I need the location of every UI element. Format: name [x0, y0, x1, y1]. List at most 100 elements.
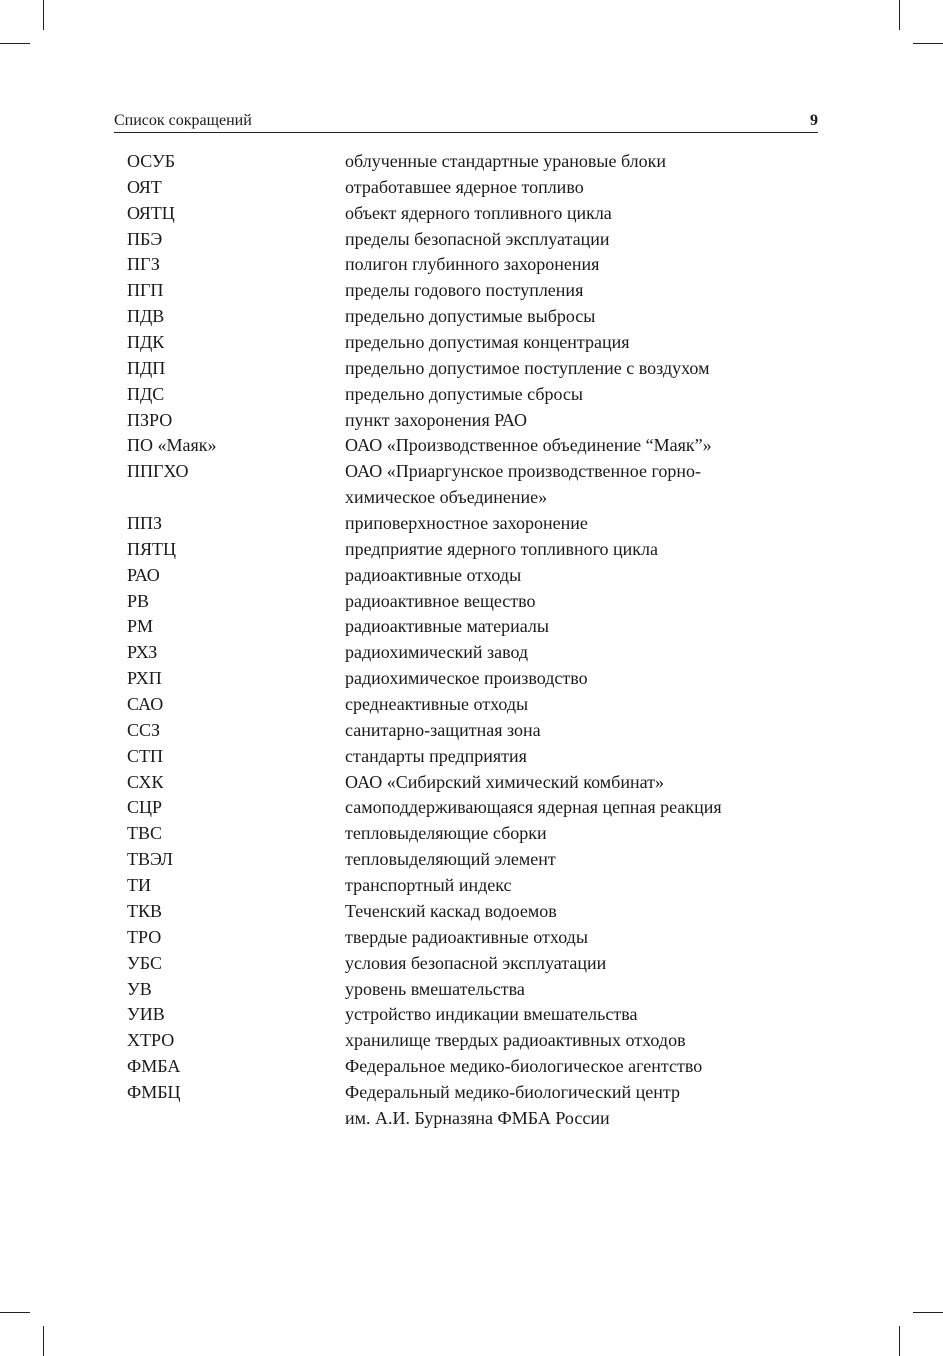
definition: радиоактивные материалы: [345, 616, 549, 637]
running-header-title: Список сокращений: [114, 112, 252, 129]
definition: радиоактивное вещество: [345, 590, 536, 611]
abbreviation-list: ОСУБ облученные стандартные урановые блок…: [127, 149, 827, 1132]
crop-mark: [899, 0, 900, 30]
abbreviation-entry: ХТРО хранилище твердых радиоактивных отхо…: [127, 1028, 827, 1054]
definition: пункт захоронения РАО: [345, 409, 528, 430]
abbreviation-entry: ПГП пределы годового поступления: [127, 278, 827, 304]
definition: ОАО «Сибирский химический комбинат»: [345, 771, 664, 792]
abbreviation: ТИ: [127, 875, 151, 896]
definition: ОАО «Производственное объединение “Маяк”…: [345, 435, 712, 456]
crop-mark: [43, 1326, 44, 1356]
definition: полигон глубинного захоронения: [345, 254, 600, 275]
crop-mark: [899, 1326, 900, 1356]
abbreviation: ПДС: [127, 383, 165, 404]
abbreviation: ППЗ: [127, 513, 163, 534]
abbreviation: УИВ: [127, 1004, 165, 1025]
definition: Федеральное медико-биологическое агентст…: [345, 1056, 703, 1077]
abbreviation-entry: СЦР самоподдерживающаяся ядерная цепная р…: [127, 795, 827, 821]
abbreviation: ТРО: [127, 926, 162, 947]
abbreviation-entry: ПДК предельно допустимая концентрация: [127, 330, 827, 356]
definition: приповерхностное захоронение: [345, 513, 588, 534]
definition: объект ядерного топливного цикла: [345, 202, 612, 223]
abbreviation-entry: ТВС тепловыделяющие сборки: [127, 821, 827, 847]
definition: транспортный индекс: [345, 875, 512, 896]
running-header: Список сокращений 9: [114, 112, 818, 133]
definition: предельно допустимая концентрация: [345, 332, 630, 353]
definition: пределы безопасной эксплуатации: [345, 228, 610, 249]
definition: Федеральный медико-биологический центр и…: [345, 1081, 680, 1128]
abbreviation: ТКВ: [127, 900, 163, 921]
definition: предельно допустимые выбросы: [345, 306, 596, 327]
crop-mark: [913, 1312, 943, 1313]
abbreviation: ПО «Маяк»: [127, 435, 217, 456]
definition: тепловыделяющие сборки: [345, 823, 547, 844]
abbreviation: ССЗ: [127, 719, 161, 740]
crop-mark: [43, 0, 44, 30]
definition: радиохимический завод: [345, 642, 529, 663]
abbreviation-entry: ТВЭЛ тепловыделяющий элемент: [127, 847, 827, 873]
abbreviation: ПДП: [127, 357, 166, 378]
abbreviation-entry: УВ уровень вмешательства: [127, 977, 827, 1003]
definition: санитарно-защитная зона: [345, 719, 541, 740]
abbreviation-entry: РХЗ радиохимический завод: [127, 640, 827, 666]
abbreviation: РМ: [127, 616, 154, 637]
definition: предельно допустимое поступление с возду…: [345, 357, 710, 378]
abbreviation-entry: ПО «Маяк» ОАО «Производственное объединен…: [127, 433, 827, 459]
abbreviation-entry: ПЯТЦ предприятие ядерного топливного цикл…: [127, 537, 827, 563]
abbreviation-entry: СТП стандарты предприятия: [127, 744, 827, 770]
definition: облученные стандартные урановые блоки: [345, 151, 667, 171]
crop-mark: [0, 1312, 30, 1313]
definition: Теченский каскад водоемов: [345, 900, 557, 921]
definition: предприятие ядерного топливного цикла: [345, 538, 658, 559]
abbreviation-entry: ПГЗ полигон глубинного захоронения: [127, 252, 827, 278]
abbreviation: УВ: [127, 978, 152, 999]
abbreviation: РХЗ: [127, 642, 158, 663]
abbreviation-entry: ПДВ предельно допустимые выбросы: [127, 304, 827, 330]
abbreviation-entry: ППЗ приповерхностное захоронение: [127, 511, 827, 537]
abbreviation-entry: ТИ транспортный индекс: [127, 873, 827, 899]
page-number: 9: [810, 112, 818, 129]
abbreviation-entry: УИВ устройство индикации вмешательства: [127, 1002, 827, 1028]
abbreviation-entry: ППГХО ОАО «Приаргунское производственное …: [127, 459, 827, 511]
abbreviation-entry: ОЯТ отработавшее ядерное топливо: [127, 175, 827, 201]
abbreviation: ОЯТЦ: [127, 202, 175, 223]
abbreviation: ХТРО: [127, 1030, 175, 1051]
abbreviation: СЦР: [127, 797, 163, 818]
abbreviation: ТВЭЛ: [127, 849, 173, 870]
definition: радиоактивные отходы: [345, 564, 522, 585]
abbreviation: ПДК: [127, 332, 165, 353]
abbreviation: УБС: [127, 952, 162, 973]
definition: стандарты предприятия: [345, 745, 527, 766]
abbreviation-entry: ФМБЦ Федеральный медико-биологический цен…: [127, 1080, 827, 1132]
abbreviation-entry: РХП радиохимическое производство: [127, 666, 827, 692]
abbreviation-entry: РВ радиоактивное вещество: [127, 589, 827, 615]
definition: самоподдерживающаяся ядерная цепная реак…: [345, 797, 722, 818]
abbreviation-entry: УБС условия безопасной эксплуатации: [127, 951, 827, 977]
abbreviation: ПБЭ: [127, 228, 163, 249]
definition: условия безопасной эксплуатации: [345, 952, 607, 973]
abbreviation-entry: СХК ОАО «Сибирский химический комбинат»: [127, 770, 827, 796]
abbreviation: СХК: [127, 771, 164, 792]
abbreviation: СТП: [127, 745, 163, 766]
abbreviation-entry: САО среднеактивные отходы: [127, 692, 827, 718]
abbreviation-entry: ТРО твердые радиоактивные отходы: [127, 925, 827, 951]
definition: радиохимическое производство: [345, 668, 588, 689]
definition: хранилище твердых радиоактивных отходов: [345, 1030, 686, 1051]
definition: предельно допустимые сбросы: [345, 383, 584, 404]
definition: тепловыделяющий элемент: [345, 849, 556, 870]
abbreviation-entry: ССЗ санитарно-защитная зона: [127, 718, 827, 744]
definition: ОАО «Приаргунское производственное горно…: [345, 461, 702, 508]
abbreviation-entry: РАО радиоактивные отходы: [127, 563, 827, 589]
abbreviation-entry: ТКВ Теченский каскад водоемов: [127, 899, 827, 925]
abbreviation: ТВС: [127, 823, 163, 844]
abbreviation-entry: РМ радиоактивные материалы: [127, 614, 827, 640]
abbreviation: САО: [127, 694, 164, 715]
abbreviation-entry: ОЯТЦ объект ядерного топливного цикла: [127, 201, 827, 227]
abbreviation: ПГП: [127, 280, 164, 301]
abbreviation-entry: ФМБА Федеральное медико-биологическое аге…: [127, 1054, 827, 1080]
abbreviation-entry: ПБЭ пределы безопасной эксплуатации: [127, 227, 827, 253]
definition: среднеактивные отходы: [345, 694, 529, 715]
definition: уровень вмешательства: [345, 978, 525, 999]
abbreviation-entry: ПДС предельно допустимые сбросы: [127, 382, 827, 408]
abbreviation-entry: ПДП предельно допустимое поступление с во…: [127, 356, 827, 382]
